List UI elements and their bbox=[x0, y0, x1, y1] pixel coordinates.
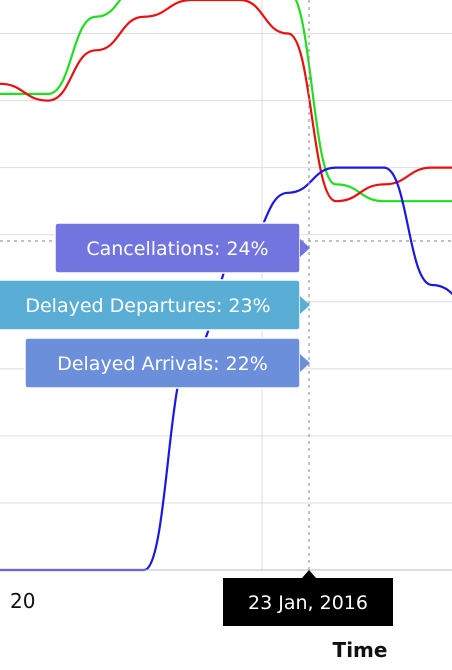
x-hover-label: 23 Jan, 2016 bbox=[223, 570, 393, 626]
tooltips: Cancellations: 24% Delayed Departures: 23… bbox=[0, 222, 310, 389]
tooltip-3: Delayed Arrivals: 22% bbox=[24, 337, 310, 389]
series-line-delayed-arrivals bbox=[0, 0, 452, 203]
tooltip-label: Delayed Arrivals: 22% bbox=[57, 353, 268, 375]
x-axis-title: Time bbox=[333, 638, 388, 662]
tooltip-1: Cancellations: 24% bbox=[54, 222, 310, 274]
x-tick-label: 20 bbox=[10, 589, 35, 613]
tooltip-pointer bbox=[300, 239, 310, 257]
tooltip-pointer bbox=[300, 296, 310, 314]
tooltip-pointer bbox=[300, 354, 310, 372]
x-hover-text: 23 Jan, 2016 bbox=[248, 592, 368, 614]
tooltip-2: Delayed Departures: 23% bbox=[0, 279, 310, 331]
x-axis: 20 23 Jan, 2016 Time bbox=[0, 569, 452, 662]
tooltip-label: Delayed Departures: 23% bbox=[25, 295, 270, 317]
x-hover-box bbox=[223, 578, 393, 626]
series-line-delayed-departures bbox=[0, 0, 452, 203]
tooltip-label: Cancellations: 24% bbox=[86, 238, 268, 260]
x-hover-pointer bbox=[302, 570, 316, 578]
